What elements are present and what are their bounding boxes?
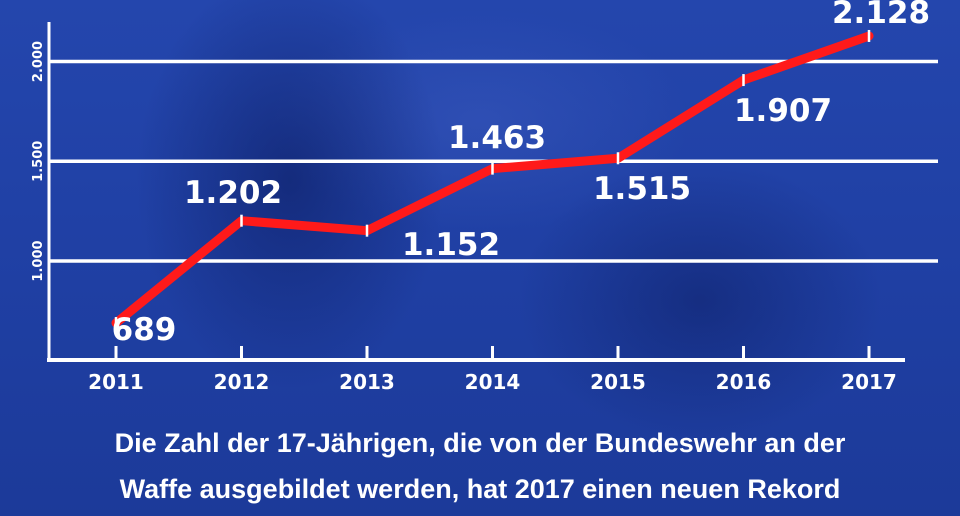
data-label: 1.152 [402,227,500,263]
data-label: 1.907 [734,93,832,129]
data-labels: 689 1.202 1.152 1.463 1.515 1.907 2.128 [112,0,930,348]
x-tick-label: 2015 [590,370,646,394]
data-label: 2.128 [832,0,930,31]
axes [47,22,905,362]
series [111,29,874,330]
caption-line-1: Die Zahl der 17-Jährigen, die von der Bu… [114,428,846,458]
caption-line-2: Waffe ausgebildet werden, hat 2017 einen… [119,474,841,504]
x-tick-label: 2012 [214,370,270,394]
line-chart: 1.000 1.500 2.000 2011 2012 2013 2014 2015 2016… [31,0,938,394]
data-label: 689 [112,312,177,348]
data-label: 1.202 [184,175,282,211]
x-tick-label: 2014 [465,370,521,394]
x-tick-labels: 2011 2012 2013 2014 2015 2016 2017 [88,346,897,394]
y-tick-label: 1.500 [31,141,46,182]
x-tick-label: 2017 [841,370,897,394]
x-tick-label: 2011 [88,370,144,394]
x-tick-label: 2016 [716,370,772,394]
y-tick-labels: 1.000 1.500 2.000 [31,41,46,282]
data-label: 1.515 [593,171,691,207]
x-tick-label: 2013 [339,370,395,394]
data-label: 1.463 [448,120,546,156]
y-tick-label: 2.000 [31,41,46,82]
y-tick-label: 1.000 [31,240,46,281]
caption: Die Zahl der 17-Jährigen, die von der Bu… [0,420,960,512]
